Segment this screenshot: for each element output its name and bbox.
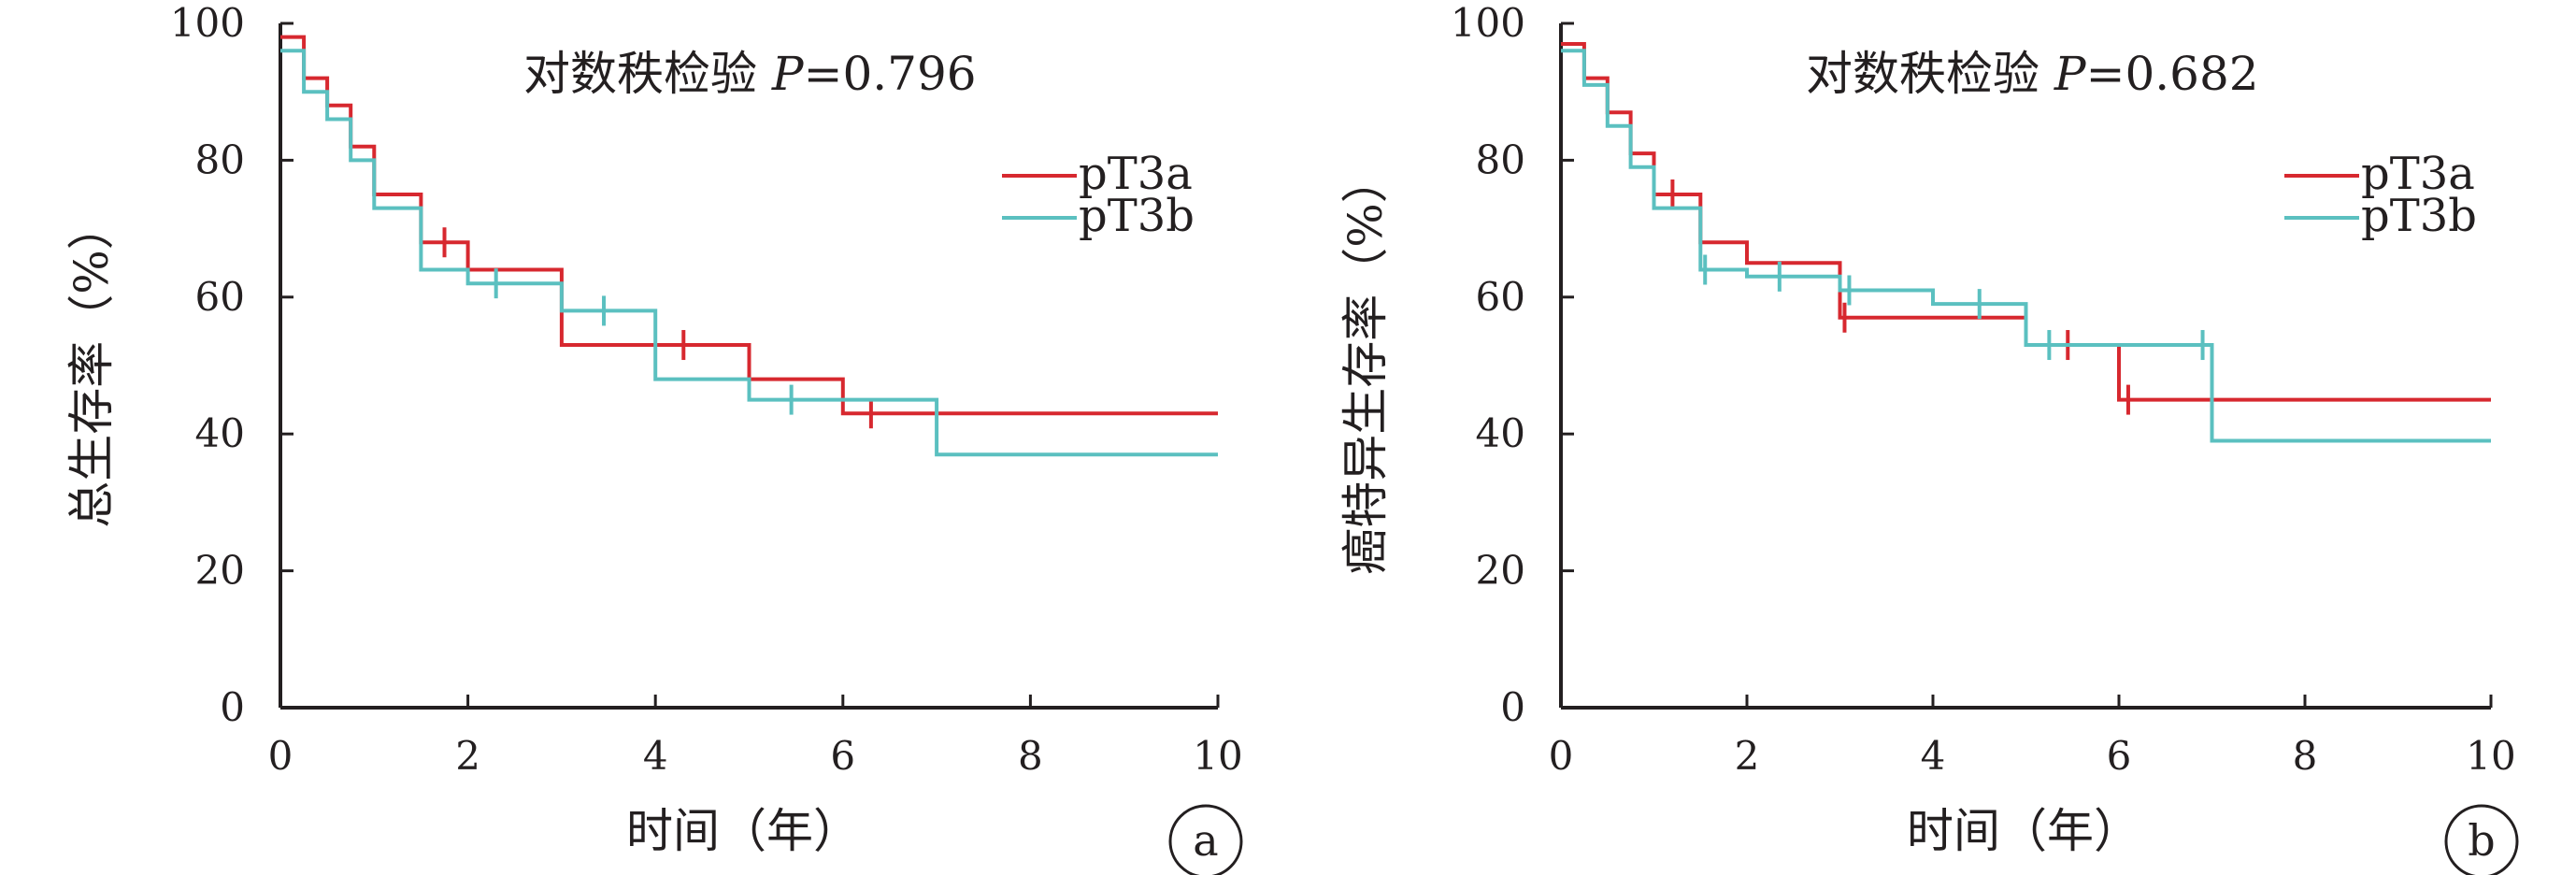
legend-label-pt3a: pT3a — [2361, 148, 2475, 200]
annotation-p-symbol: P — [771, 47, 805, 101]
annotation-text: 对数秩检验 — [1806, 47, 2054, 101]
x-tick-label: 2 — [1735, 733, 1760, 779]
y-tick-label: 0 — [1500, 684, 1525, 730]
y-axis-label: 总生存率（%） — [64, 203, 119, 528]
annotation-text: 对数秩检验 — [523, 47, 772, 101]
y-tick-label: 60 — [195, 274, 245, 320]
panel-badge-circle — [2444, 804, 2519, 875]
y-axis-label: 癌特异生存率（%） — [1338, 156, 1393, 575]
panel-badge-circle — [1168, 804, 1243, 875]
annotation-p-value: =0.682 — [2086, 47, 2259, 101]
annotation-p-symbol: P — [2054, 47, 2087, 101]
legend-label-pt3b: pT3b — [2361, 190, 2477, 242]
y-tick-label: 60 — [1476, 274, 1525, 320]
x-tick-label: 8 — [2293, 733, 2318, 779]
chart-panel-a: 0 20 40 60 80 100 0 2 4 6 8 10 时间（年） 总生存率（%） 对数秩检验 P=0… — [64, 0, 1243, 875]
x-axis-label: 时间（年） — [626, 804, 860, 858]
x-tick-label: 10 — [1193, 733, 1242, 779]
y-tick-label: 80 — [1476, 136, 1525, 182]
legend-label-pt3b: pT3b — [1079, 190, 1195, 242]
x-tick-label: 10 — [2466, 733, 2515, 779]
y-tick-label: 20 — [195, 548, 245, 594]
y-tick-label: 100 — [1451, 0, 1525, 46]
x-tick-label: 4 — [1921, 733, 1946, 779]
series-line-pt3b — [1561, 49, 2491, 443]
x-tick-label: 4 — [643, 733, 668, 779]
x-tick-label: 0 — [1549, 733, 1574, 779]
panel-badge-label: a — [1193, 815, 1218, 866]
y-tick-label: 80 — [195, 136, 245, 182]
panel-badge-label: b — [2468, 815, 2495, 866]
y-tick-label: 100 — [170, 0, 245, 46]
y-tick-label: 0 — [220, 684, 245, 730]
y-tick-label: 40 — [195, 410, 245, 456]
x-axis-label: 时间（年） — [1907, 804, 2140, 858]
y-tick-label: 40 — [1476, 410, 1525, 456]
series-line-pt3b — [280, 49, 1218, 457]
legend-label-pt3a: pT3a — [1079, 148, 1193, 200]
log-rank-annotation: 对数秩检验 P=0.682 — [1806, 47, 2259, 101]
x-tick-label: 6 — [830, 733, 855, 779]
x-tick-label: 2 — [455, 733, 480, 779]
log-rank-annotation: 对数秩检验 P=0.796 — [523, 47, 977, 101]
x-tick-label: 8 — [1018, 733, 1043, 779]
y-tick-label: 20 — [1476, 548, 1525, 594]
annotation-p-value: =0.796 — [804, 47, 977, 101]
x-tick-label: 6 — [2107, 733, 2132, 779]
chart-panel-b: 0 20 40 60 80 100 0 2 4 6 8 10 时间（年） 癌特异生存率（%） 对数秩检验 P… — [1338, 0, 2519, 875]
x-tick-label: 0 — [268, 733, 293, 779]
